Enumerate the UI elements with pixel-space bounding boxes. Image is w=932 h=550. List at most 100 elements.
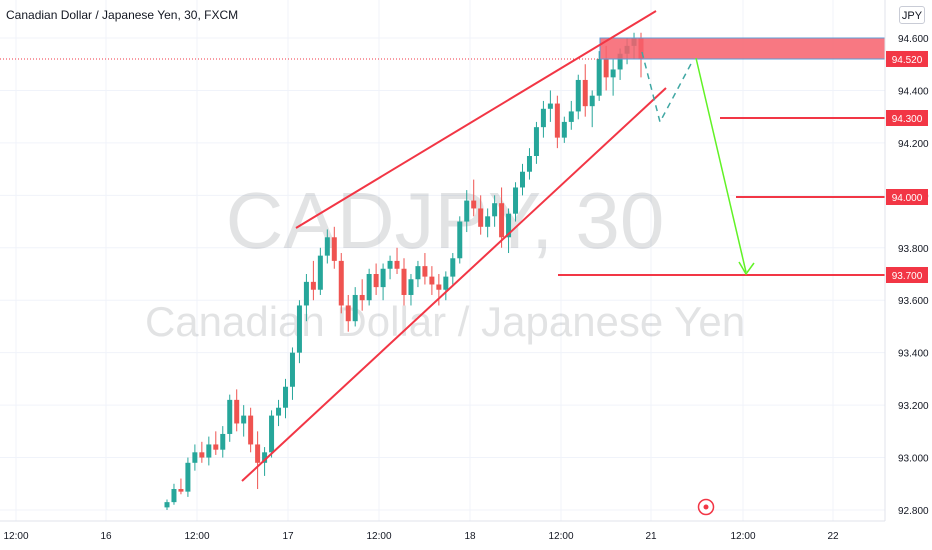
time-tick: 12:00 (366, 531, 391, 542)
candle-body (596, 58, 602, 96)
candle-body (415, 266, 421, 280)
arrow-head (738, 261, 755, 276)
grid (0, 0, 885, 521)
candle-body (526, 156, 532, 172)
candle-body (164, 502, 170, 508)
projection-path[interactable] (641, 51, 693, 125)
candle-body (345, 305, 351, 322)
currency-button[interactable]: JPY (899, 6, 925, 24)
candle-body (617, 53, 623, 70)
candle-body (331, 237, 337, 261)
candle-body (310, 281, 316, 290)
candle-body (317, 255, 323, 290)
price-tick: 94.200 (898, 139, 929, 150)
level-label: 93.700 (892, 271, 923, 282)
candle-body (408, 279, 414, 295)
price-tick: 94.600 (898, 34, 929, 45)
level-label-bg (886, 189, 928, 205)
candle-body (575, 79, 581, 112)
time-tick: 16 (100, 531, 112, 542)
time-tick: 12:00 (548, 531, 573, 542)
candle-body (276, 407, 282, 416)
candle-body (464, 200, 470, 222)
candle-body (373, 274, 379, 288)
level-label: 94.300 (892, 114, 923, 125)
time-tick: 18 (464, 531, 476, 542)
level-label-bg (886, 267, 928, 283)
candle-body (471, 200, 477, 209)
level-label-bg (886, 110, 928, 126)
candle-body (296, 305, 302, 353)
candle-body (387, 260, 393, 269)
symbol-title[interactable]: Canadian Dollar / Japanese Yen, 30, FXCM (6, 8, 239, 22)
candle-body (499, 203, 505, 238)
candle-body (589, 95, 595, 107)
current-price-label-bg (886, 50, 928, 67)
candle-body (352, 294, 358, 322)
candle-body (227, 399, 233, 434)
candle-body (520, 171, 525, 188)
candle-body (429, 276, 435, 285)
candle-body (457, 221, 463, 259)
watermark-symbol: CADJPY, 30 (226, 176, 665, 265)
candle-body (220, 433, 226, 450)
candle-body (185, 462, 191, 492)
candle-body (206, 444, 212, 458)
level-label: 94.000 (892, 193, 923, 204)
price-tick: 93.600 (898, 296, 929, 307)
record-icon[interactable] (697, 498, 715, 516)
candle-body (324, 237, 330, 256)
candles (164, 32, 644, 510)
candle-body (603, 58, 609, 78)
time-axis[interactable]: 12:00 16 12:00 17 12:00 18 12:00 21 12:00 22 (3, 531, 839, 542)
candle-body (213, 444, 219, 450)
watermark-name: Canadian Dollar / Japanese Yen (145, 298, 745, 345)
candle-body (241, 415, 247, 424)
candle-body (610, 69, 616, 78)
candle-body (450, 258, 456, 277)
candle-body (178, 489, 184, 492)
candle-body (394, 260, 400, 269)
candle-body (540, 108, 546, 128)
candle-body (269, 415, 275, 453)
candle-body (366, 274, 372, 301)
candle-body (283, 386, 288, 408)
candle-body (199, 452, 205, 458)
candle-body (513, 187, 519, 214)
candle-body (485, 216, 491, 227)
candle-body (561, 121, 567, 138)
price-labels: 94.520 94.300 94.000 93.700 (886, 50, 928, 283)
candle-body (506, 213, 512, 238)
candle-body (338, 260, 344, 306)
price-tick: 93.800 (898, 244, 929, 255)
candle-body (289, 352, 295, 387)
candle-body (533, 127, 539, 156)
wedge-lower-line[interactable] (241, 87, 667, 482)
candle-body (554, 103, 560, 138)
price-tick: 92.800 (898, 506, 929, 517)
price-tick: 94.400 (898, 86, 929, 97)
time-tick: 12:00 (3, 531, 28, 542)
candle-body (192, 452, 198, 463)
candle-body (582, 79, 588, 107)
price-tick: 93.000 (898, 454, 929, 465)
candle-body (171, 489, 177, 503)
bearish-arrow[interactable] (695, 57, 747, 273)
candle-body (359, 294, 365, 301)
candle-body (248, 415, 254, 445)
time-tick: 12:00 (730, 531, 755, 542)
price-tick: 93.200 (898, 401, 929, 412)
wedge-upper-line[interactable] (295, 10, 657, 229)
candle-body (303, 281, 309, 306)
current-price-label: 94.520 (892, 55, 923, 66)
candle-body (478, 208, 484, 227)
annotations (0, 10, 886, 482)
candle-body (443, 276, 449, 290)
candle-body (568, 111, 574, 122)
candle-body (422, 266, 428, 277)
price-tick: 93.400 (898, 349, 929, 360)
candle-body (547, 103, 553, 109)
candle-body (234, 399, 240, 424)
